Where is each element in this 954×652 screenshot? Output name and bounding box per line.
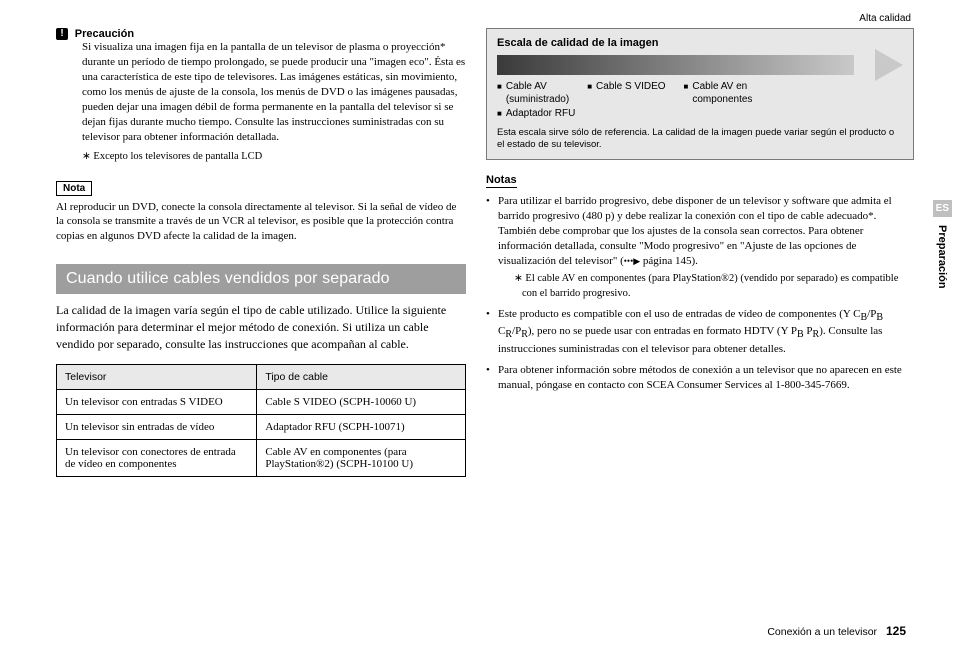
notes-list: Para utilizar el barrido progresivo, deb… bbox=[486, 194, 914, 392]
note-footnote: ∗ El cable AV en componentes (para PlayS… bbox=[506, 272, 914, 300]
section-side-label: Preparación bbox=[936, 225, 948, 289]
note-item: Para utilizar el barrido progresivo, deb… bbox=[486, 194, 914, 301]
precaution-body: Si visualiza una imagen fija en la panta… bbox=[82, 40, 466, 144]
square-icon: ■ bbox=[497, 81, 502, 92]
th-televisor: Televisor bbox=[57, 365, 257, 390]
right-column: Escala de calidad de la imagen Alta cali… bbox=[486, 28, 914, 600]
precaution-block: ! Precaución Si visualiza una imagen fij… bbox=[56, 28, 466, 165]
arrow-head-icon bbox=[875, 49, 903, 81]
page-number: 125 bbox=[886, 624, 906, 638]
square-icon: ■ bbox=[497, 108, 502, 119]
quality-title: Escala de calidad de la imagen bbox=[497, 37, 903, 49]
nota-body: Al reproducir un DVD, conecte la consola… bbox=[56, 200, 466, 245]
th-tipo: Tipo de cable bbox=[257, 365, 466, 390]
label-componentes: ■ Cable AV encomponentes bbox=[684, 81, 753, 106]
notas-heading: Notas bbox=[486, 174, 517, 188]
quality-scale-box: Escala de calidad de la imagen Alta cali… bbox=[486, 28, 914, 160]
warning-icon: ! bbox=[56, 28, 68, 40]
note-item: Este producto es compatible con el uso d… bbox=[486, 307, 914, 357]
cell: Un televisor sin entradas de vídeo bbox=[57, 415, 257, 440]
label-svideo: ■ Cable S VIDEO bbox=[587, 81, 665, 106]
left-column: ! Precaución Si visualiza una imagen fij… bbox=[56, 28, 466, 600]
table-row: Un televisor con conectores de entrada d… bbox=[57, 440, 466, 477]
cell: Un televisor con entradas S VIDEO bbox=[57, 390, 257, 415]
footer-text: Conexión a un televisor bbox=[767, 626, 877, 638]
nota-tag: Nota bbox=[56, 181, 92, 196]
page-ref-icon: •••▶ bbox=[624, 256, 640, 266]
label-cable-av: ■ Cable AV(suministrado) bbox=[497, 81, 569, 106]
precaution-footnote: ∗ Excepto los televisores de pantalla LC… bbox=[82, 150, 466, 164]
quality-note: Esta escala sirve sólo de referencia. La… bbox=[497, 127, 903, 152]
cell: Cable AV en componentes (para PlayStatio… bbox=[257, 440, 466, 477]
label-rfu: ■ Adaptador RFU bbox=[497, 108, 575, 121]
page-footer: Conexión a un televisor 125 bbox=[767, 624, 906, 638]
cell: Adaptador RFU (SCPH-10071) bbox=[257, 415, 466, 440]
cable-table: Televisor Tipo de cable Un televisor con… bbox=[56, 364, 466, 477]
cell: Un televisor con conectores de entrada d… bbox=[57, 440, 257, 477]
section-heading: Cuando utilice cables vendidos por separ… bbox=[56, 264, 466, 294]
quality-labels-row1: ■ Cable AV(suministrado) ■ Cable S VIDEO… bbox=[497, 81, 903, 106]
square-icon: ■ bbox=[587, 81, 592, 92]
page: ! Precaución Si visualiza una imagen fij… bbox=[0, 0, 954, 620]
alta-calidad-label: Alta calidad bbox=[859, 13, 911, 24]
note-item: Para obtener información sobre métodos d… bbox=[486, 363, 914, 393]
precaution-title: Precaución bbox=[75, 28, 134, 40]
cell: Cable S VIDEO (SCPH-10060 U) bbox=[257, 390, 466, 415]
square-icon: ■ bbox=[684, 81, 689, 92]
section-body: La calidad de la imagen varía según el t… bbox=[56, 302, 466, 352]
table-row: Un televisor sin entradas de vídeo Adapt… bbox=[57, 415, 466, 440]
quality-arrow bbox=[497, 53, 903, 77]
language-tab: ES bbox=[933, 200, 952, 217]
quality-labels-row2: ■ Adaptador RFU bbox=[497, 108, 903, 121]
arrow-body bbox=[497, 55, 854, 75]
table-row: Un televisor con entradas S VIDEO Cable … bbox=[57, 390, 466, 415]
